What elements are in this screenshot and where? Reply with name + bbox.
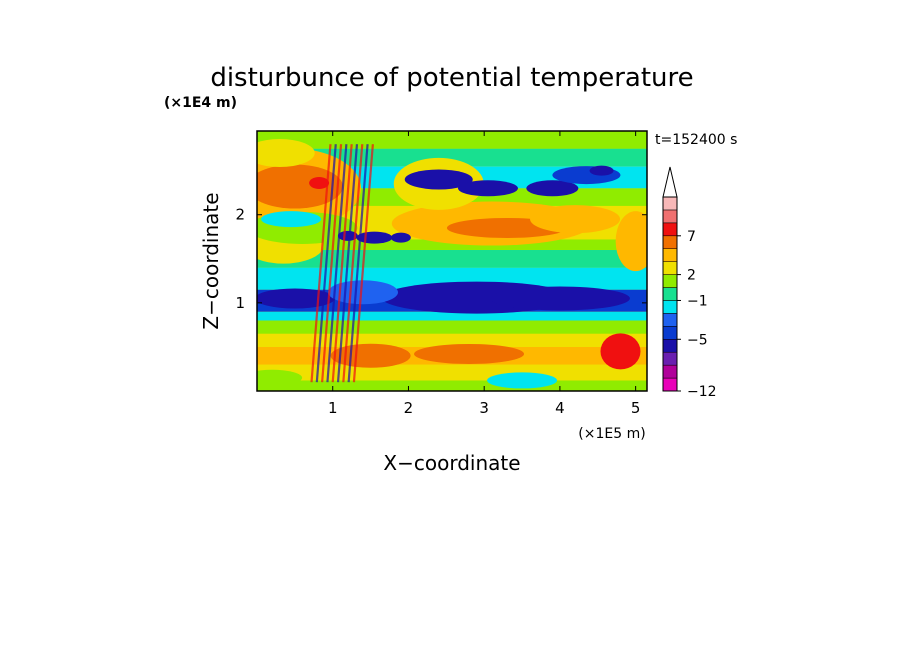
y-axis: 12 [235, 206, 647, 312]
colorbar: −12−5−127 [662, 166, 717, 400]
colorbar-label: 2 [687, 268, 696, 284]
field-blob [530, 205, 621, 234]
field-blob [257, 164, 343, 209]
colorbar-label: −12 [687, 384, 717, 400]
y-tick-label: 1 [235, 294, 245, 312]
x-axis-title: X−coordinate [383, 451, 520, 475]
field-blob [337, 230, 358, 241]
x-unit-label: (×1E5 m) [578, 426, 645, 442]
colorbar-swatch [662, 364, 678, 379]
field-wave-streak [352, 144, 374, 383]
field-blob [261, 211, 322, 228]
field-wave-streak [342, 144, 364, 383]
x-tick-label: 5 [631, 399, 641, 417]
plot-frame [256, 130, 648, 392]
contour-field [257, 131, 647, 391]
y-unit-label: (×1E4 m) [164, 95, 237, 111]
field-band [257, 239, 647, 250]
x-tick-label: 3 [479, 399, 489, 417]
field-blob [615, 211, 647, 272]
colorbar-swatch [662, 248, 678, 262]
colorbar-swatch [662, 261, 678, 275]
colorbar-swatch [662, 287, 678, 301]
colorbar-swatch [662, 222, 678, 237]
time-label: t=152400 s [655, 132, 737, 148]
colorbar-frame [662, 196, 678, 392]
field-blob [356, 231, 393, 244]
field-blob [404, 169, 473, 190]
colorbar-swatch [662, 339, 678, 353]
colorbar-swatch [662, 209, 678, 224]
field-blob [257, 369, 303, 386]
field-wave-streak [310, 144, 332, 383]
field-band [257, 311, 647, 321]
field-blob [589, 165, 614, 176]
field-blob [414, 343, 525, 364]
field-blob [489, 286, 630, 311]
colorbar-swatch [662, 313, 678, 327]
chart-title: disturbunce of potential temperature [210, 63, 693, 93]
x-tick-label: 1 [328, 399, 338, 417]
y-axis-title: Z−coordinate [199, 192, 223, 329]
x-tick-label: 2 [404, 399, 414, 417]
colorbar-swatch [662, 235, 678, 249]
colorbar-swatch [662, 377, 678, 392]
field-wave-streak [331, 144, 353, 383]
field-blob [257, 288, 335, 309]
colorbar-swatch [662, 351, 678, 366]
colorbar-swatch [662, 300, 678, 314]
field-wave-streak [321, 144, 343, 383]
y-tick-label: 2 [235, 206, 245, 224]
colorbar-swatch [662, 196, 678, 211]
field-blob [487, 372, 558, 389]
field-blob [330, 343, 411, 368]
field-wave-streak [336, 144, 359, 383]
field-band [257, 380, 647, 391]
field-blob [257, 139, 315, 168]
field-band [257, 333, 647, 347]
field-blob [600, 333, 641, 370]
colorbar-swatch [662, 326, 678, 340]
colorbar-extend-arrow [662, 166, 678, 198]
colorbar-label: −5 [687, 332, 708, 348]
colorbar-swatch [662, 274, 678, 288]
field-blob [457, 180, 518, 197]
field-band [257, 320, 647, 334]
field-band [257, 364, 647, 381]
field-blob [526, 180, 579, 197]
field-wave-streak [326, 144, 348, 383]
field-wave-streak [347, 144, 369, 383]
field-blob [390, 232, 411, 243]
x-tick-label: 4 [555, 399, 565, 417]
colorbar-label: 7 [687, 229, 696, 245]
colorbar-label: −1 [687, 293, 708, 309]
x-axis: 1 2 3 4 5 [328, 131, 640, 417]
field-blob [309, 177, 330, 189]
field-band [257, 131, 647, 149]
field-wave-streak [315, 144, 337, 383]
